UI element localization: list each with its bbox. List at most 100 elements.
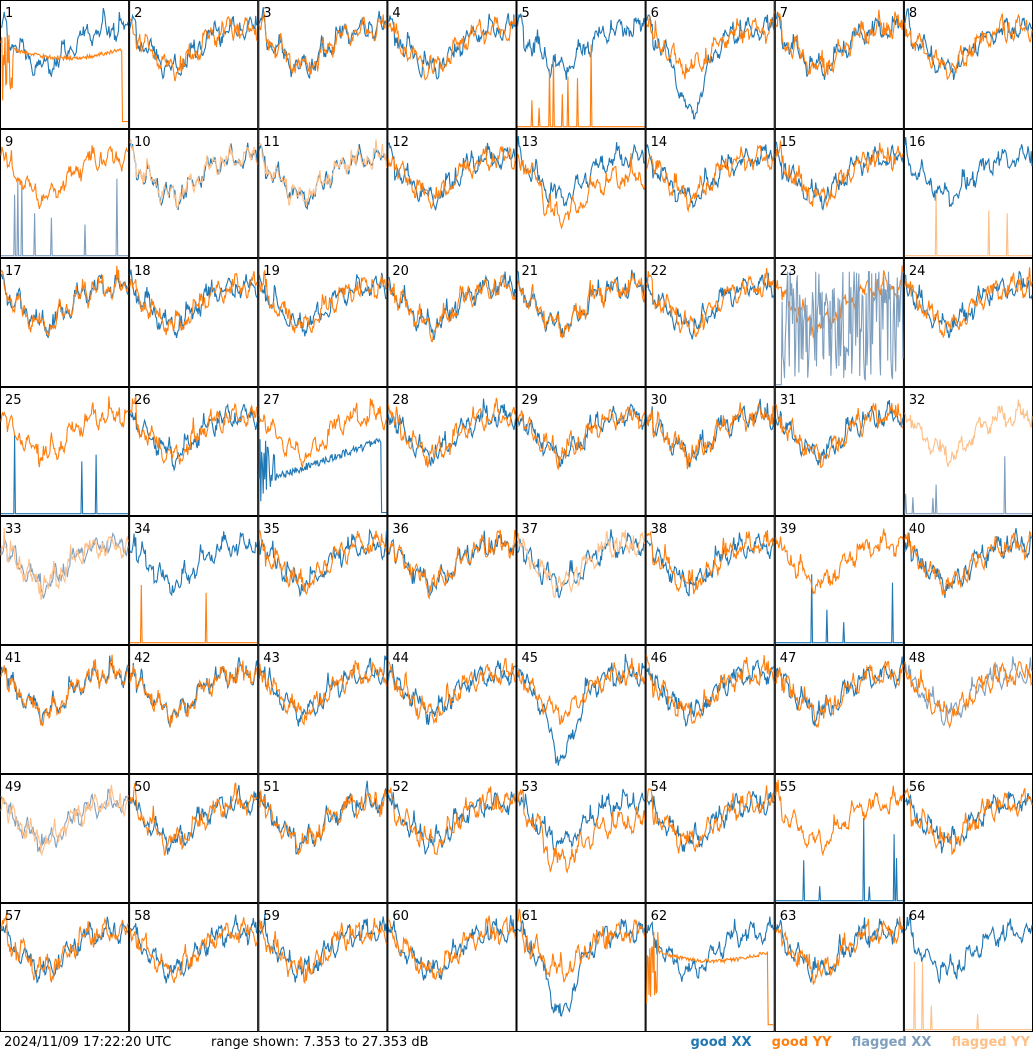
- series-yy-16: [904, 192, 1032, 257]
- series-xx-11: [258, 143, 387, 211]
- panel-20: 20: [387, 258, 517, 387]
- series-yy-64: [904, 961, 1032, 1031]
- series-yy-44: [388, 658, 517, 725]
- series-xx-21: [517, 269, 646, 338]
- panel-frame: [774, 645, 904, 774]
- series-yy-5: [517, 44, 645, 128]
- series-yy-27: [258, 398, 387, 468]
- panel-frame: [258, 258, 388, 387]
- panel-23: 23: [774, 258, 904, 387]
- series-xx-46: [646, 659, 775, 728]
- panel-51: 51: [258, 774, 388, 903]
- panel-frame: [774, 516, 904, 645]
- panel-label: 59: [263, 909, 280, 924]
- series-yy-28: [387, 397, 517, 468]
- panel-11: 11: [258, 129, 388, 258]
- series-yy-18: [129, 271, 258, 336]
- panel-label: 8: [909, 6, 917, 21]
- panel-label: 54: [651, 780, 668, 795]
- panel-6: 6: [645, 0, 775, 129]
- series-xx-10: [129, 139, 258, 211]
- series-xx-9: [1, 178, 129, 257]
- series-xx-44: [387, 660, 516, 726]
- series-xx-62: [646, 916, 775, 982]
- panel-frame: [0, 516, 130, 645]
- series-xx-5: [516, 13, 646, 80]
- panel-9: 9: [0, 129, 130, 258]
- panel-label: 10: [134, 135, 151, 150]
- panel-label: 29: [522, 393, 539, 408]
- panel-5: 5: [516, 0, 646, 129]
- series-xx-19: [258, 272, 387, 337]
- panel-label: 24: [909, 264, 926, 279]
- panel-label: 11: [263, 135, 280, 150]
- panel-label: 40: [909, 522, 926, 537]
- panel-frame: [645, 645, 775, 774]
- series-xx-42: [129, 657, 258, 728]
- panel-frame: [0, 387, 130, 516]
- panel-frame: [516, 0, 646, 129]
- panel-1: 1: [0, 0, 130, 129]
- panel-frame: [0, 129, 130, 258]
- panel-label: 37: [522, 522, 539, 537]
- series-yy-56: [904, 787, 1033, 856]
- panel-frame: [774, 0, 904, 129]
- panel-52: 52: [387, 774, 517, 903]
- panel-frame: [129, 516, 259, 645]
- panel-frame: [258, 129, 388, 258]
- series-xx-13: [516, 136, 646, 207]
- panel-29: 29: [516, 387, 646, 516]
- panel-frame: [258, 774, 388, 903]
- series-xx-25: [1, 434, 129, 515]
- panel-35: 35: [258, 516, 388, 645]
- series-yy-32: [904, 399, 1033, 467]
- panel-label: 17: [5, 264, 22, 279]
- series-yy-4: [387, 16, 516, 81]
- series-yy-3: [258, 11, 387, 75]
- series-xx-54: [646, 791, 775, 853]
- panel-frame: [258, 645, 388, 774]
- panel-frame: [258, 0, 388, 129]
- panel-14: 14: [645, 129, 775, 258]
- series-xx-27: [258, 437, 387, 514]
- panel-63: 63: [774, 903, 904, 1032]
- panel-8: 8: [903, 0, 1033, 129]
- panel-46: 46: [645, 645, 775, 774]
- panel-label: 35: [263, 522, 280, 537]
- panel-label: 12: [392, 135, 409, 150]
- series-xx-34: [129, 531, 258, 597]
- series-xx-59: [258, 914, 387, 983]
- panel-24: 24: [903, 258, 1033, 387]
- panel-label: 3: [263, 6, 271, 21]
- panel-31: 31: [774, 387, 904, 516]
- series-xx-55: [775, 817, 903, 902]
- panel-53: 53: [516, 774, 646, 903]
- series-yy-26: [129, 394, 258, 465]
- panel-label: 36: [392, 522, 409, 537]
- panel-32: 32: [903, 387, 1033, 516]
- panel-39: 39: [774, 516, 904, 645]
- series-xx-61: [517, 918, 646, 1017]
- series-yy-42: [129, 660, 258, 728]
- footer: 2024/11/09 17:22:20 UTC range shown: 7.3…: [0, 1032, 1033, 1053]
- panel-60: 60: [387, 903, 517, 1032]
- panel-label: 63: [780, 909, 797, 924]
- series-xx-57: [0, 916, 129, 984]
- panel-label: 32: [909, 393, 926, 408]
- series-yy-41: [0, 654, 129, 727]
- panel-label: 42: [134, 651, 151, 666]
- panel-label: 1: [5, 6, 13, 21]
- series-yy-47: [775, 660, 904, 728]
- series-xx-53: [516, 788, 646, 854]
- series-yy-30: [646, 402, 775, 470]
- series-yy-34: [130, 584, 258, 644]
- series-yy-20: [387, 274, 517, 343]
- panel-label: 39: [780, 522, 797, 537]
- panel-label: 38: [651, 522, 668, 537]
- panel-frame: [516, 516, 646, 645]
- panel-frame: [0, 0, 130, 129]
- series-xx-63: [775, 917, 904, 983]
- panel-label: 15: [780, 135, 797, 150]
- series-xx-56: [904, 791, 1033, 854]
